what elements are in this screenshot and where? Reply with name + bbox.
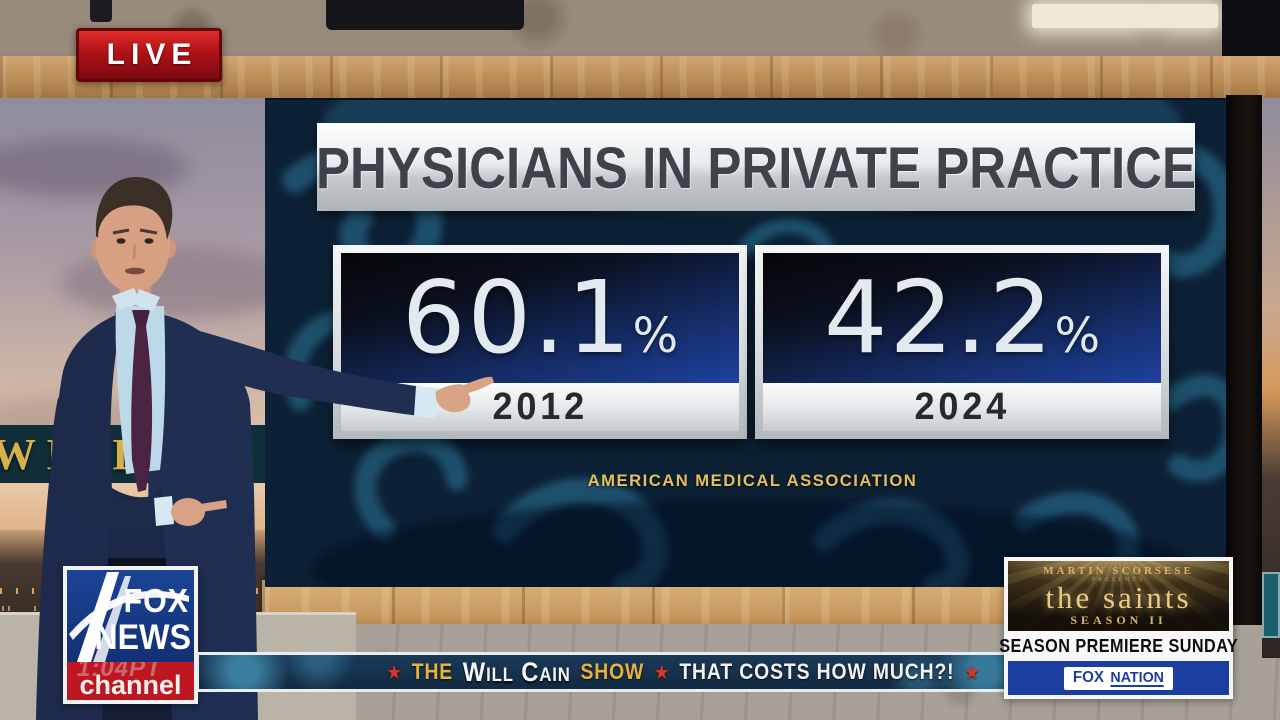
presenter-belt bbox=[108, 558, 166, 567]
fox-logo-news-text: NEWS bbox=[94, 618, 191, 657]
live-badge: LIVE bbox=[76, 28, 222, 82]
stat-value-box: 60.1% bbox=[341, 253, 739, 383]
sign-fragment bbox=[1262, 572, 1280, 638]
stat-number: 60.1 bbox=[401, 259, 633, 376]
headline-text: PHYSICIANS IN PRIVATE PRACTICE bbox=[315, 135, 1197, 201]
ceiling-light bbox=[1032, 4, 1218, 28]
screen-bezel bbox=[1226, 95, 1262, 625]
ticker-show-word: SHOW bbox=[580, 659, 644, 684]
stat-value: 42.2% bbox=[824, 268, 1100, 368]
promo-hero: MARTIN SCORSESE PRESENTS the saints SEAS… bbox=[1008, 561, 1229, 631]
stat-value-box: 42.2% bbox=[763, 253, 1161, 383]
live-label: LIVE bbox=[106, 38, 198, 71]
star-icon: ★ bbox=[385, 661, 402, 684]
stat-panel-2024: 42.2% 2024 bbox=[755, 245, 1169, 439]
star-icon: ★ bbox=[963, 661, 980, 684]
percent-sign: % bbox=[1054, 308, 1101, 364]
stage-light-rig bbox=[326, 0, 524, 30]
video-wall: PHYSICIANS IN PRIVATE PRACTICE 60.1% 201… bbox=[265, 98, 1240, 587]
ticker-show-name: Will Cain bbox=[462, 656, 571, 687]
promo-card-the-saints: MARTIN SCORSESE PRESENTS the saints SEAS… bbox=[999, 557, 1237, 699]
promo-presented-by: MARTIN SCORSESE bbox=[1043, 565, 1194, 577]
percent-sign: % bbox=[632, 308, 679, 364]
searchlight-beams-icon bbox=[69, 572, 189, 662]
promo-network-bar: FOX NATION bbox=[1008, 661, 1229, 695]
presenter-head bbox=[91, 176, 176, 312]
fox-nation-fox-text: FOX bbox=[1072, 669, 1104, 686]
fox-news-logo: FOX NEWS 1:04PT channel bbox=[63, 566, 198, 704]
star-icon: ★ bbox=[653, 661, 670, 684]
promo-premiere-text: SEASON PREMIERE SUNDAY bbox=[999, 635, 1238, 656]
stat-year: 2012 bbox=[492, 385, 588, 428]
fox-logo-fox-text: FOX bbox=[123, 582, 189, 619]
stage-light-rig-small bbox=[90, 0, 112, 22]
ticker-text-row: ★ THE Will Cain SHOW ★ THAT COSTS HOW MU… bbox=[236, 656, 980, 688]
ticker-tagline: THAT COSTS HOW MUCH?! bbox=[679, 659, 955, 684]
channel-label: channel bbox=[79, 670, 182, 700]
stat-year-bar: 2024 bbox=[763, 383, 1161, 431]
stat-year: 2024 bbox=[914, 385, 1010, 428]
show-ticker: ★ THE Will Cain SHOW ★ THAT COSTS HOW MU… bbox=[196, 652, 1020, 692]
presenter-pointing-arm bbox=[192, 330, 494, 418]
promo-show-title: the saints bbox=[1045, 580, 1192, 615]
headline-banner: PHYSICIANS IN PRIVATE PRACTICE bbox=[315, 123, 1197, 211]
source-attribution: AMERICAN MEDICAL ASSOCIATION bbox=[587, 471, 918, 490]
ticker-the: THE bbox=[411, 659, 453, 684]
stat-number: 42.2 bbox=[823, 259, 1055, 376]
promo-presents-label: PRESENTS bbox=[1091, 577, 1146, 583]
fox-nation-logo: FOX NATION bbox=[1063, 666, 1174, 690]
presenter-shirt-tie bbox=[115, 306, 166, 492]
clock-watermark: 1:04PT bbox=[77, 662, 162, 682]
window-sliver bbox=[1262, 98, 1280, 658]
fox-logo-channel-strip: 1:04PT channel bbox=[67, 662, 194, 700]
stat-value: 60.1% bbox=[402, 268, 678, 368]
fox-logo-blue-field: FOX NEWS bbox=[67, 570, 194, 662]
presenter-left-arm bbox=[52, 398, 227, 528]
promo-premiere-bar: SEASON PREMIERE SUNDAY bbox=[999, 631, 1237, 661]
fox-nation-nation-text: NATION bbox=[1110, 668, 1164, 687]
promo-season-label: SEASON II bbox=[1070, 613, 1167, 627]
